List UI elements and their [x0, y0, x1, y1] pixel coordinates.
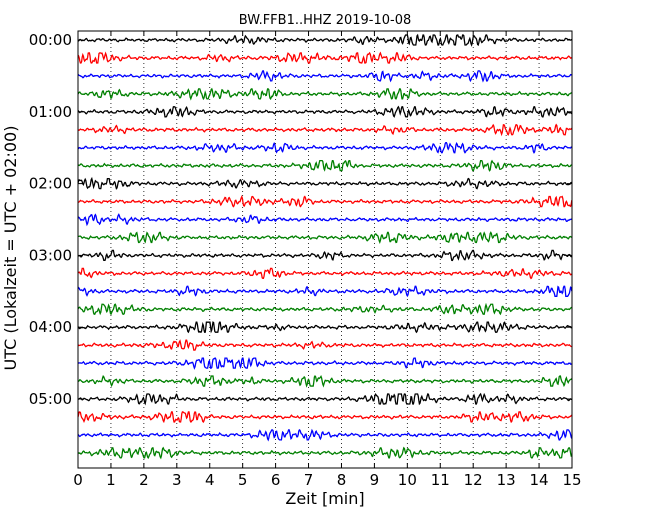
seismogram-trace	[77, 51, 573, 64]
y-tick-label: 02:00	[29, 175, 72, 193]
x-tick-label: 0	[73, 471, 83, 489]
seismogram-trace	[77, 33, 573, 47]
seismogram-trace	[77, 267, 573, 280]
x-tick-label: 6	[271, 471, 281, 489]
seismogram-trace	[77, 428, 573, 442]
seismogram-trace	[77, 87, 573, 101]
seismogram-traces	[77, 33, 573, 460]
y-tick-label: 03:00	[29, 246, 72, 264]
y-tick-label: 01:00	[29, 103, 72, 121]
grid-lines	[110, 31, 540, 468]
x-tick-label: 14	[530, 471, 549, 489]
x-tick-label: 11	[431, 471, 450, 489]
seismogram-trace	[77, 195, 573, 208]
seismogram-trace	[77, 446, 572, 460]
seismogram-trace	[77, 285, 573, 298]
seismogram-trace	[77, 357, 573, 370]
seismogram-trace	[77, 374, 573, 388]
y-axis-ticks: 00:00 01:00 02:00 03:00 04:00 05:00	[29, 31, 572, 408]
seismogram-trace	[77, 105, 573, 118]
seismogram-trace	[77, 302, 573, 316]
x-tick-label: 10	[398, 471, 417, 489]
y-tick-label: 00:00	[29, 31, 72, 49]
seismogram-trace	[77, 392, 573, 406]
x-tick-label: 13	[497, 471, 516, 489]
x-tick-label: 15	[562, 471, 581, 489]
seismogram-trace	[77, 411, 573, 424]
seismogram-trace	[77, 339, 572, 351]
y-axis-label: UTC (Lokalzeit = UTC + 02:00)	[1, 126, 20, 371]
x-tick-label: 3	[172, 471, 182, 489]
x-tick-label: 9	[370, 471, 380, 489]
plot-frame	[77, 30, 573, 469]
seismogram-trace	[77, 123, 573, 137]
x-tick-label: 8	[337, 471, 347, 489]
seismogram-trace	[77, 176, 573, 190]
seismogram-trace	[77, 70, 573, 83]
chart-title: BW.FFB1..HHZ 2019-10-08	[239, 13, 412, 28]
x-axis-ticks: 0 1 2 3 4 5 6 7 8 9 10 11 12 13 14 15	[73, 31, 582, 489]
x-axis-label: Zeit [min]	[285, 489, 364, 508]
seismogram-trace	[77, 141, 572, 154]
seismogram-trace	[77, 231, 572, 244]
x-tick-label: 7	[304, 471, 314, 489]
x-tick-label: 2	[139, 471, 149, 489]
seismogram-trace	[77, 249, 572, 262]
y-tick-label: 04:00	[29, 318, 72, 336]
seismogram-trace	[77, 159, 572, 172]
x-tick-label: 5	[238, 471, 248, 489]
x-tick-label: 1	[106, 471, 116, 489]
y-tick-label: 05:00	[29, 390, 72, 408]
x-tick-label: 12	[464, 471, 483, 489]
seismogram-trace	[77, 321, 572, 334]
x-tick-label: 4	[205, 471, 215, 489]
seismogram-trace	[77, 213, 572, 227]
